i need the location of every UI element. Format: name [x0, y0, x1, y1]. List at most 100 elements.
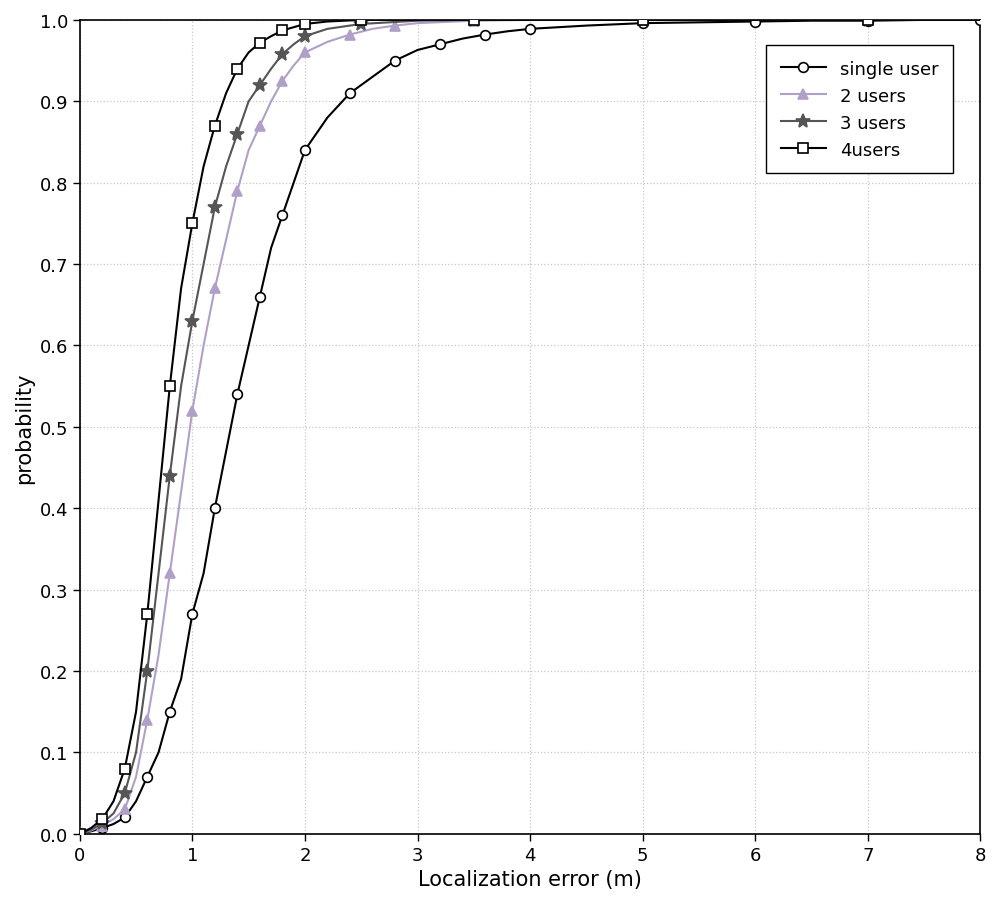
3 users [96, 818, 108, 829]
3 users [524, 15, 536, 26]
Line: 4users: 4users [75, 16, 985, 839]
4users [74, 828, 86, 839]
3 users [974, 15, 986, 26]
single user [457, 34, 469, 45]
single user [186, 609, 198, 619]
single user [502, 27, 514, 38]
2 users [130, 771, 142, 782]
X-axis label: Localization error (m): Localization error (m) [418, 870, 642, 889]
single user [119, 812, 131, 823]
single user [96, 823, 108, 833]
single user [299, 145, 311, 156]
2 users [243, 145, 255, 156]
single user [806, 16, 818, 27]
3 users [355, 20, 367, 31]
2 users [389, 21, 401, 32]
2 users [153, 649, 165, 660]
single user [198, 568, 210, 579]
2 users [321, 37, 333, 48]
3 users [119, 787, 131, 798]
4users [231, 64, 243, 75]
3 users [265, 64, 277, 75]
single user [231, 389, 243, 400]
4users [412, 15, 424, 26]
4users [321, 17, 333, 28]
single user [321, 113, 333, 124]
single user [344, 88, 356, 99]
single user [153, 747, 165, 758]
3 users [231, 129, 243, 140]
2 users [198, 340, 210, 351]
2 users [265, 97, 277, 107]
single user [637, 19, 649, 30]
2 users [74, 828, 86, 839]
3 users [186, 316, 198, 327]
4users [974, 15, 986, 26]
single user [175, 674, 187, 684]
single user [276, 210, 288, 221]
4users [108, 796, 120, 806]
2 users [468, 16, 480, 27]
3 users [288, 40, 300, 51]
single user [141, 771, 153, 782]
2 users [164, 568, 176, 579]
single user [265, 243, 277, 254]
2 users [231, 186, 243, 197]
2 users [220, 235, 232, 246]
4users [243, 48, 255, 59]
4users [468, 15, 480, 26]
single user [254, 292, 266, 303]
2 users [412, 19, 424, 30]
3 users [198, 259, 210, 270]
4users [164, 381, 176, 392]
single user [74, 828, 86, 839]
4users [186, 219, 198, 229]
2 users [637, 15, 649, 26]
single user [164, 706, 176, 717]
3 users [299, 32, 311, 42]
4users [637, 15, 649, 26]
2 users [85, 825, 97, 836]
single user [580, 21, 592, 32]
4users [220, 88, 232, 99]
2 users [108, 814, 120, 824]
2 users [175, 487, 187, 498]
4users [198, 162, 210, 172]
single user [366, 72, 378, 83]
4users [862, 15, 874, 26]
single user [209, 503, 221, 514]
3 users [220, 162, 232, 172]
4users [276, 26, 288, 37]
4users [524, 15, 536, 26]
single user [434, 40, 446, 51]
3 users [412, 16, 424, 27]
4users [96, 814, 108, 824]
3 users [108, 808, 120, 819]
2 users [299, 48, 311, 59]
4users [299, 20, 311, 31]
2 users [366, 24, 378, 35]
single user [130, 796, 142, 806]
2 users [974, 15, 986, 26]
3 users [321, 24, 333, 35]
3 users [153, 568, 165, 579]
2 users [96, 820, 108, 831]
4users [209, 121, 221, 132]
single user [389, 56, 401, 67]
2 users [254, 121, 266, 132]
3 users [175, 381, 187, 392]
single user [479, 30, 491, 41]
2 users [524, 15, 536, 26]
3 users [862, 15, 874, 26]
single user [749, 17, 761, 28]
3 users [468, 15, 480, 26]
2 users [288, 61, 300, 72]
4users [175, 284, 187, 294]
3 users [243, 97, 255, 107]
4users [265, 32, 277, 42]
2 users [119, 804, 131, 815]
2 users [186, 405, 198, 416]
2 users [862, 15, 874, 26]
3 users [276, 50, 288, 61]
Line: single user: single user [75, 16, 985, 839]
